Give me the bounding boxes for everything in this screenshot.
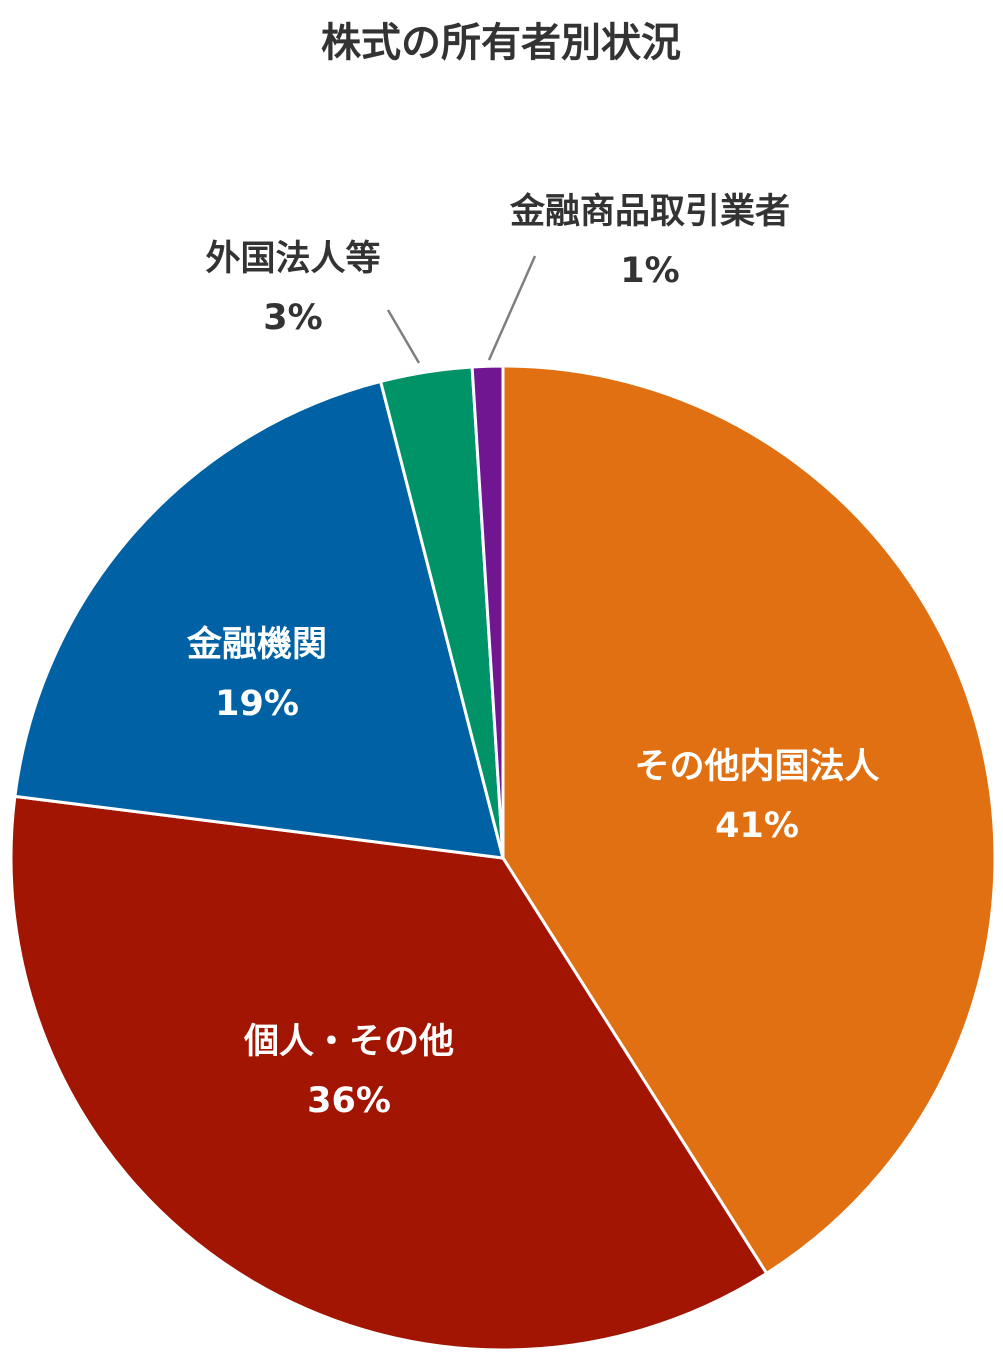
chart-title: 株式の所有者別状況 — [321, 20, 681, 66]
slice-1 — [501, 364, 997, 1275]
leader-line-4 — [386, 309, 421, 364]
slice-2 — [9, 794, 769, 1352]
slice-name-label: 個人・その他 — [243, 1022, 454, 1062]
slice-value-label: 19% — [215, 684, 299, 724]
slice-name-label: 外国法人等 — [205, 239, 380, 279]
slice-name-label: その他内国法人 — [634, 747, 879, 787]
slice-labels: その他内国法人 41% 個人・その他 36% 金融機関 19% 外国法人等 3% 金融商品取引業… — [186, 191, 880, 1121]
slice-name-label: 金融商品取引業者 — [509, 191, 790, 232]
leader-lines — [386, 255, 537, 364]
leader-line-5 — [487, 255, 537, 361]
slice-value-label: 3% — [263, 298, 322, 338]
slice-3 — [13, 379, 505, 860]
slice-value-label: 41% — [715, 806, 799, 846]
slice-value-label: 1% — [620, 251, 679, 291]
slice-value-label: 36% — [307, 1081, 391, 1121]
slice-name-label: 金融機関 — [186, 624, 327, 665]
slice-5 — [470, 364, 505, 860]
pie-slices — [9, 364, 997, 1352]
